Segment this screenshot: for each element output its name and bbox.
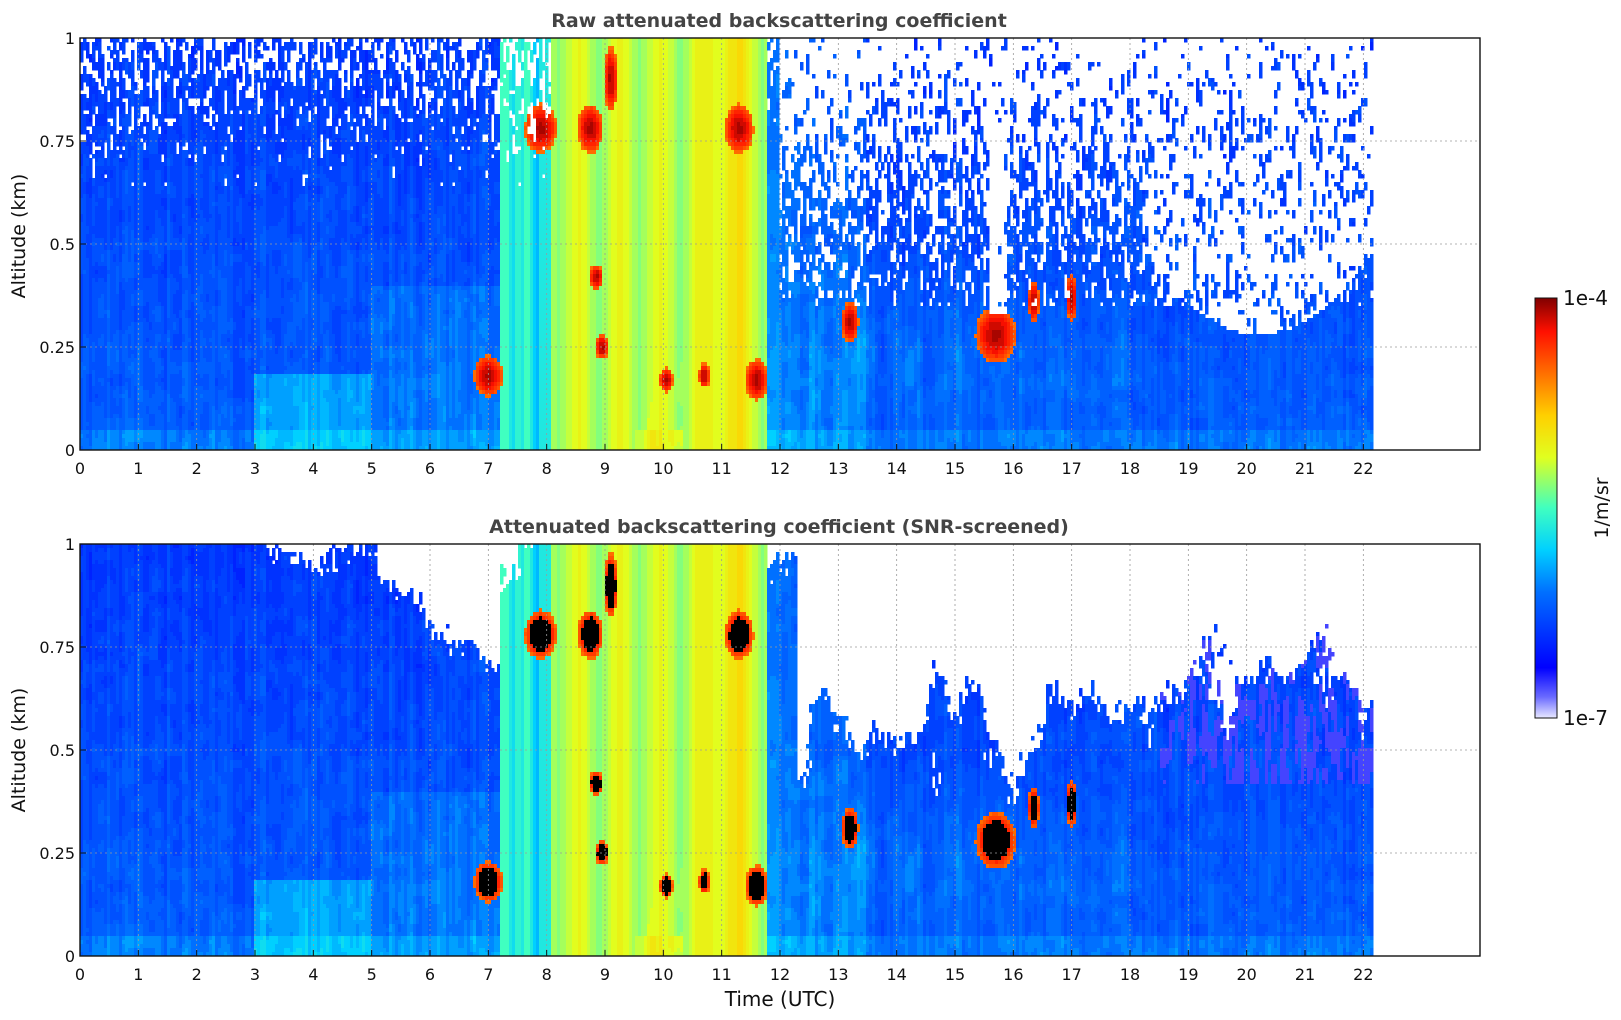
x-tick-label: 16 xyxy=(1003,459,1023,478)
y-tick-label: 1 xyxy=(65,535,75,554)
y-tick-label: 0.5 xyxy=(50,235,75,254)
x-tick-label: 12 xyxy=(770,965,790,984)
x-tick-label: 2 xyxy=(192,965,202,984)
x-tick-label: 11 xyxy=(711,965,731,984)
x-tick-label: 19 xyxy=(1178,459,1198,478)
x-tick-label: 13 xyxy=(828,459,848,478)
x-tick-label: 10 xyxy=(653,459,673,478)
x-tick-label: 11 xyxy=(711,459,731,478)
colorbar: 1e-4 1e-7 1/m/sr xyxy=(1534,286,1613,730)
x-tick-label: 14 xyxy=(886,965,906,984)
y-tick-label: 0 xyxy=(65,947,75,966)
x-tick-label: 7 xyxy=(483,459,493,478)
x-tick-label: 6 xyxy=(425,459,435,478)
x-tick-label: 5 xyxy=(367,965,377,984)
panel-raw-ylabel: Altitude (km) xyxy=(8,174,30,299)
x-tick-label: 3 xyxy=(250,459,260,478)
grid-snr xyxy=(80,544,1480,956)
x-tick-label: 4 xyxy=(308,965,318,984)
colorbar-gradient xyxy=(1534,297,1558,719)
panel-snr-ylabel: Altitude (km) xyxy=(8,688,30,813)
x-tick-label: 8 xyxy=(542,459,552,478)
colorbar-max-label: 1e-4 xyxy=(1563,286,1608,310)
y-tick-label: 0.25 xyxy=(39,338,75,357)
x-tick-label: 17 xyxy=(1061,459,1081,478)
x-tick-label: 7 xyxy=(483,965,493,984)
x-axis-snr: 0 1 2 3 4 5 6 7 8 9 10 11 12 13 14 15 16 17 18 19 20 21 22 xyxy=(75,950,1374,984)
x-tick-label: 0 xyxy=(75,459,85,478)
x-tick-label: 13 xyxy=(828,965,848,984)
x-tick-label: 21 xyxy=(1295,459,1315,478)
panel-snr: Attenuated backscattering coefficient (S… xyxy=(8,516,1481,1011)
x-tick-label: 14 xyxy=(886,459,906,478)
x-tick-label: 10 xyxy=(653,965,673,984)
y-axis-snr: 0 0.25 0.5 0.75 1 xyxy=(39,535,86,966)
x-tick-label: 1 xyxy=(133,965,143,984)
x-tick-label: 12 xyxy=(770,459,790,478)
x-tick-label: 20 xyxy=(1236,459,1256,478)
x-tick-label: 2 xyxy=(192,459,202,478)
x-tick-label: 9 xyxy=(600,965,610,984)
x-tick-label: 15 xyxy=(945,459,965,478)
x-tick-label: 17 xyxy=(1061,965,1081,984)
x-tick-label: 4 xyxy=(308,459,318,478)
y-tick-label: 0.75 xyxy=(39,132,75,151)
y-tick-label: 1 xyxy=(65,29,75,48)
x-tick-label: 18 xyxy=(1120,965,1140,984)
panel-raw-title: Raw attenuated backscattering coefficien… xyxy=(551,10,1007,32)
x-tick-label: 18 xyxy=(1120,459,1140,478)
x-tick-label: 6 xyxy=(425,965,435,984)
x-tick-label: 22 xyxy=(1353,965,1373,984)
y-tick-label: 0.5 xyxy=(50,741,75,760)
x-tick-label: 1 xyxy=(133,459,143,478)
panel-snr-title: Attenuated backscattering coefficient (S… xyxy=(489,516,1069,538)
grid-raw xyxy=(80,38,1480,450)
heatmap-snr xyxy=(80,544,1374,957)
x-tick-label: 22 xyxy=(1353,459,1373,478)
x-tick-label: 19 xyxy=(1178,965,1198,984)
x-tick-label: 3 xyxy=(250,965,260,984)
y-tick-label: 0 xyxy=(65,441,75,460)
x-tick-label: 20 xyxy=(1236,965,1256,984)
panel-raw: Raw attenuated backscattering coefficien… xyxy=(8,10,1481,478)
colorbar-label: 1/m/sr xyxy=(1591,477,1613,538)
x-tick-label: 15 xyxy=(945,965,965,984)
y-axis-raw: 0 0.25 0.5 0.75 1 xyxy=(39,29,86,460)
colorbar-min-label: 1e-7 xyxy=(1563,706,1608,730)
x-tick-label: 0 xyxy=(75,965,85,984)
panel-snr-xlabel: Time (UTC) xyxy=(724,987,836,1011)
x-tick-label: 16 xyxy=(1003,965,1023,984)
x-tick-label: 21 xyxy=(1295,965,1315,984)
x-tick-label: 9 xyxy=(600,459,610,478)
x-axis-raw: 0 1 2 3 4 5 6 7 8 9 10 11 12 13 14 15 16 17 18 19 20 21 22 xyxy=(75,444,1374,478)
y-tick-label: 0.25 xyxy=(39,844,75,863)
x-tick-label: 8 xyxy=(542,965,552,984)
y-tick-label: 0.75 xyxy=(39,638,75,657)
x-tick-label: 5 xyxy=(367,459,377,478)
